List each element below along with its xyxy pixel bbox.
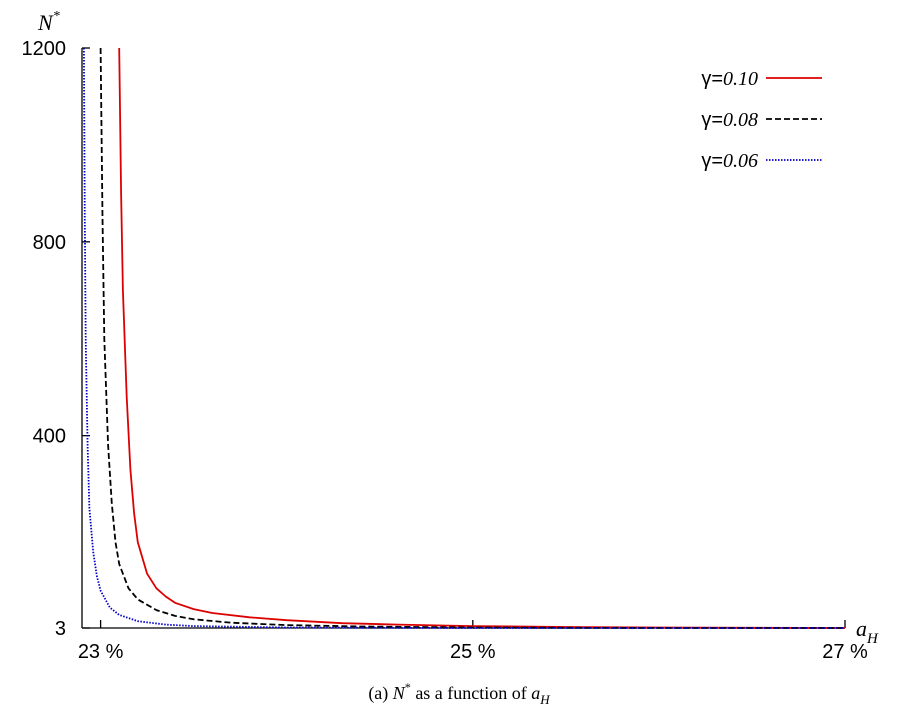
x-ticks: 23 % 25 % 27 % (78, 620, 868, 663)
y-axis-label: N* (37, 9, 60, 35)
y-tick-label: 800 (33, 232, 66, 254)
x-tick-label: 23 % (78, 641, 124, 663)
series-line-2 (99, 47, 845, 629)
legend: γ=0.10 γ=0.08 γ=0.06 (701, 68, 822, 172)
y-ticks: 3 400 800 1200 (22, 38, 90, 640)
y-tick-label: 400 (33, 426, 66, 448)
series-layer (83, 47, 846, 629)
y-tick-label: 3 (55, 618, 66, 640)
y-tick-label: 1200 (22, 38, 67, 60)
x-axis-label: aH (856, 616, 879, 647)
legend-label: γ=0.08 (701, 109, 758, 131)
axes (81, 48, 845, 629)
legend-label: γ=0.10 (701, 68, 758, 90)
series-line-1 (118, 47, 846, 629)
figure-caption: (a) N* as a function of aH (368, 680, 550, 707)
x-tick-label: 27 % (822, 641, 868, 663)
legend-label: γ=0.06 (701, 150, 758, 172)
series-line-3 (83, 47, 845, 629)
x-tick-label: 25 % (450, 641, 496, 663)
